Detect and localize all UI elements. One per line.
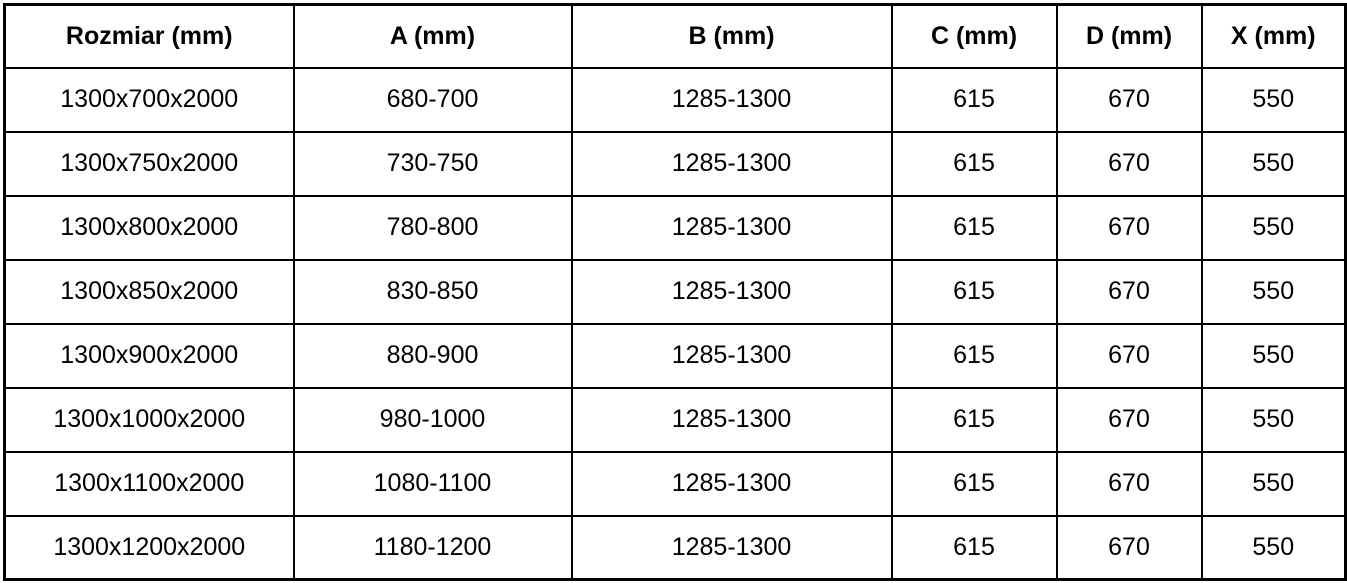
column-header: A (mm) [292, 3, 573, 69]
table-cell: 615 [890, 450, 1058, 517]
table-cell: 615 [890, 386, 1058, 453]
table-cell: 1300x1100x2000 [3, 450, 295, 517]
table-cell: 550 [1200, 66, 1347, 133]
table-cell: 1300x750x2000 [3, 130, 295, 197]
table-cell: 830-850 [292, 258, 573, 325]
table-cell: 550 [1200, 194, 1347, 261]
table-cell: 1285-1300 [570, 258, 893, 325]
table-cell: 1285-1300 [570, 130, 893, 197]
header-row: Rozmiar (mm) A (mm) B (mm) C (mm) D (mm) X (m… [3, 3, 1347, 69]
table-cell: 980-1000 [292, 386, 573, 453]
table-row: 1300x850x2000 830-850 1285-1300 615 670 550 [3, 258, 1347, 325]
table-cell: 680-700 [292, 66, 573, 133]
table-cell: 670 [1055, 258, 1203, 325]
table-cell: 1300x700x2000 [3, 66, 295, 133]
table-cell: 670 [1055, 322, 1203, 389]
table-row: 1300x1200x2000 1180-1200 1285-1300 615 670 55… [3, 514, 1347, 581]
table-cell: 615 [890, 322, 1058, 389]
table-cell: 615 [890, 258, 1058, 325]
table-cell: 1285-1300 [570, 450, 893, 517]
table-cell: 1285-1300 [570, 386, 893, 453]
table-header: Rozmiar (mm) A (mm) B (mm) C (mm) D (mm) X (m… [3, 3, 1347, 69]
table-cell: 670 [1055, 450, 1203, 517]
table-cell: 730-750 [292, 130, 573, 197]
table-cell: 1300x800x2000 [3, 194, 295, 261]
table-cell: 1300x1200x2000 [3, 514, 295, 581]
table-cell: 1300x850x2000 [3, 258, 295, 325]
table-cell: 550 [1200, 386, 1347, 453]
table-row: 1300x750x2000 730-750 1285-1300 615 670 550 [3, 130, 1347, 197]
dimensions-table: Rozmiar (mm) A (mm) B (mm) C (mm) D (mm) X (m… [3, 3, 1347, 581]
column-header: C (mm) [890, 3, 1058, 69]
table-cell: 880-900 [292, 322, 573, 389]
table-cell: 670 [1055, 66, 1203, 133]
table-body: 1300x700x2000 680-700 1285-1300 615 670 550 13… [3, 66, 1347, 581]
table-cell: 1285-1300 [570, 514, 893, 581]
table-cell: 670 [1055, 386, 1203, 453]
table-row: 1300x1000x2000 980-1000 1285-1300 615 670 550 [3, 386, 1347, 453]
column-header: B (mm) [570, 3, 893, 69]
table-cell: 1300x900x2000 [3, 322, 295, 389]
table-cell: 670 [1055, 514, 1203, 581]
table-cell: 550 [1200, 450, 1347, 517]
table-cell: 615 [890, 66, 1058, 133]
table-cell: 780-800 [292, 194, 573, 261]
table-cell: 670 [1055, 130, 1203, 197]
table-cell: 615 [890, 130, 1058, 197]
table-cell: 550 [1200, 130, 1347, 197]
table-row: 1300x900x2000 880-900 1285-1300 615 670 550 [3, 322, 1347, 389]
table-cell: 1300x1000x2000 [3, 386, 295, 453]
column-header: Rozmiar (mm) [3, 3, 295, 69]
table-row: 1300x1100x2000 1080-1100 1285-1300 615 670 55… [3, 450, 1347, 517]
table-cell: 550 [1200, 514, 1347, 581]
table-cell: 1285-1300 [570, 194, 893, 261]
table-cell: 1285-1300 [570, 322, 893, 389]
column-header: D (mm) [1055, 3, 1203, 69]
table-row: 1300x800x2000 780-800 1285-1300 615 670 550 [3, 194, 1347, 261]
table-cell: 550 [1200, 322, 1347, 389]
table-cell: 1285-1300 [570, 66, 893, 133]
table-cell: 615 [890, 514, 1058, 581]
table-cell: 670 [1055, 194, 1203, 261]
table-row: 1300x700x2000 680-700 1285-1300 615 670 550 [3, 66, 1347, 133]
table-cell: 1180-1200 [292, 514, 573, 581]
table-cell: 1080-1100 [292, 450, 573, 517]
table-cell: 615 [890, 194, 1058, 261]
table-cell: 550 [1200, 258, 1347, 325]
column-header: X (mm) [1200, 3, 1347, 69]
